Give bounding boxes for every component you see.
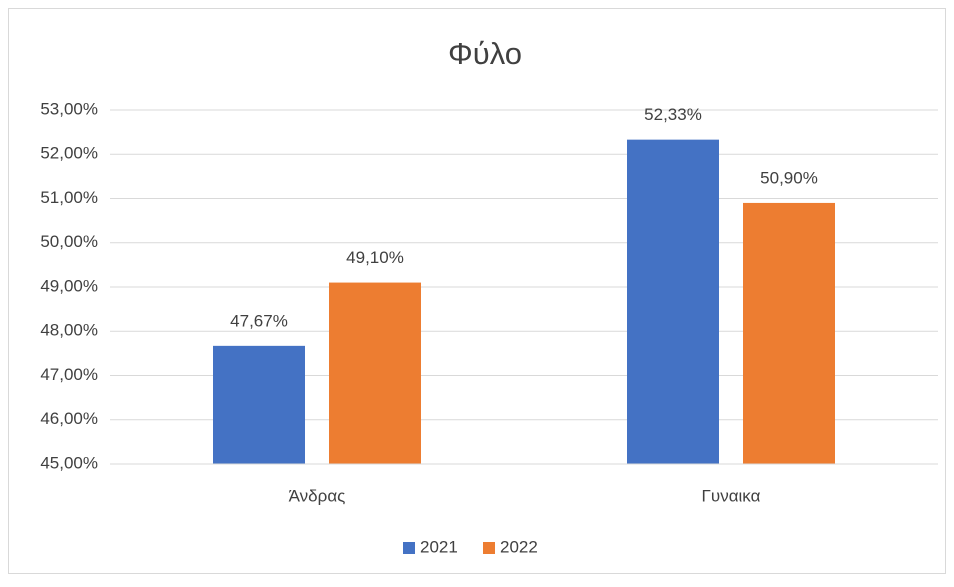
chart-title: Φύλο [448, 36, 522, 71]
data-label: 50,90% [760, 168, 818, 187]
y-tick-label: 45,00% [40, 453, 98, 472]
y-tick-label: 49,00% [40, 276, 98, 295]
y-tick-label: 52,00% [40, 144, 98, 163]
bar [213, 345, 305, 464]
data-label: 49,10% [346, 248, 404, 267]
data-label: 47,67% [230, 311, 288, 330]
legend-swatch [403, 542, 415, 554]
x-tick-label: Γυναικα [702, 486, 761, 505]
y-tick-label: 51,00% [40, 188, 98, 207]
legend-swatch [483, 542, 495, 554]
x-tick-label: Άνδρας [289, 486, 346, 505]
y-tick-label: 47,00% [40, 365, 98, 384]
bar [743, 202, 835, 465]
y-tick-label: 53,00% [40, 99, 98, 118]
y-tick-label: 46,00% [40, 409, 98, 428]
bar [627, 139, 719, 464]
legend-label: 2021 [420, 537, 458, 556]
data-label: 52,33% [644, 105, 702, 124]
bar [329, 282, 421, 464]
y-tick-label: 50,00% [40, 232, 98, 251]
legend-label: 2022 [500, 537, 538, 556]
y-tick-label: 48,00% [40, 321, 98, 340]
